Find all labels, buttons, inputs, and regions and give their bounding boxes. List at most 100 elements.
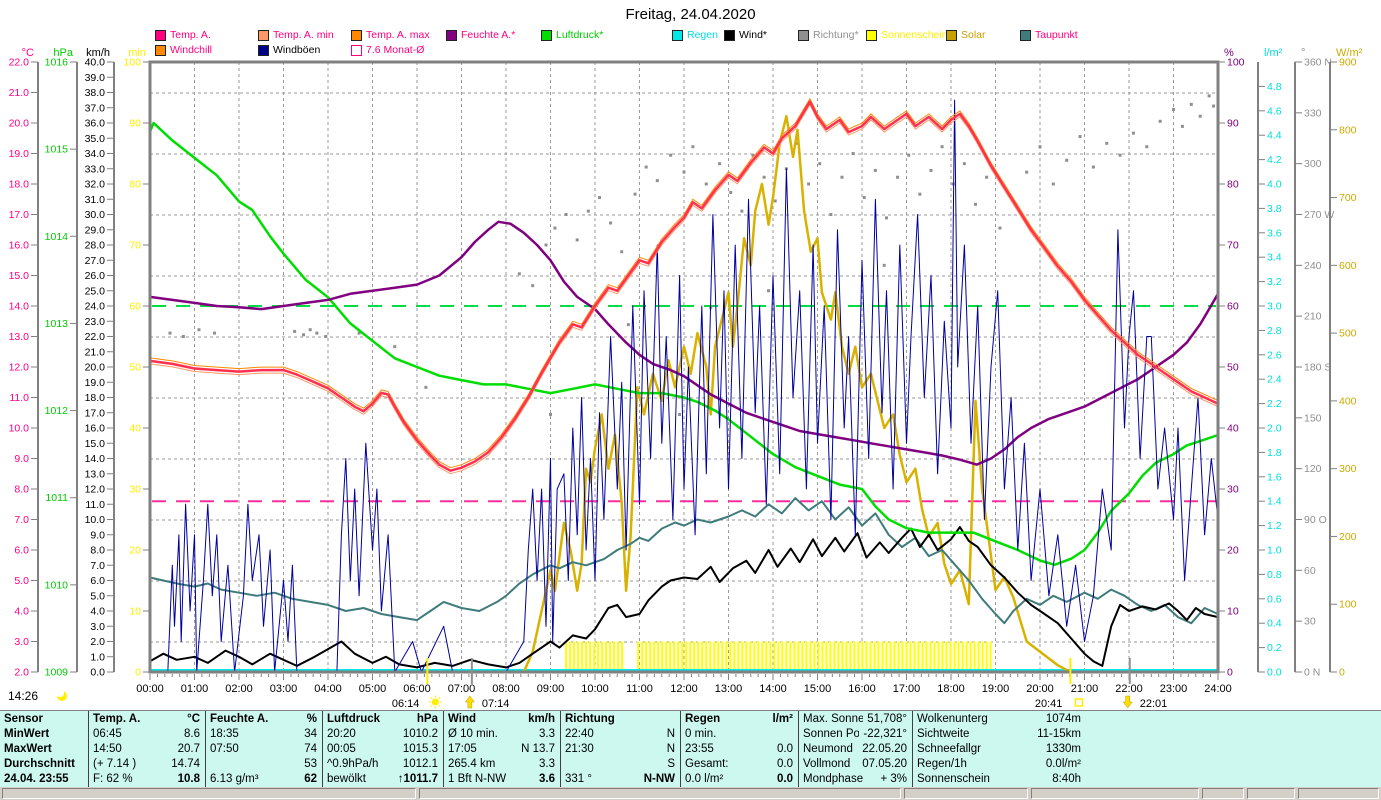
svg-text:2.8: 2.8: [1267, 325, 1282, 337]
legend-swatch-icon: [155, 44, 166, 56]
legend-item-temp-a-min: Temp. A. min: [258, 29, 334, 41]
cell-value: 3.3: [539, 758, 555, 771]
cell-label: Wolkenunterg: [917, 712, 988, 725]
series-luftdruck: [148, 121, 1219, 567]
square-icon: [1074, 698, 1084, 707]
cell-value: 3.3: [539, 727, 555, 740]
svg-text:23.0: 23.0: [85, 316, 106, 328]
series-wind: [149, 526, 1219, 669]
svg-text:3.6: 3.6: [1267, 227, 1282, 239]
svg-text:34.0: 34.0: [85, 148, 106, 160]
axis-unit-label: %: [1224, 47, 1234, 59]
svg-text:36.0: 36.0: [85, 118, 106, 130]
svg-text:4.0: 4.0: [90, 606, 105, 618]
svg-text:2.0: 2.0: [90, 636, 105, 648]
x-tick-label: 02:00: [225, 683, 253, 695]
table-cell: Max. Sonnen 51,708°: [798, 711, 912, 727]
svg-text:14.0: 14.0: [9, 301, 30, 313]
legend-swatch-icon: [351, 44, 362, 56]
axis-km-h: km/h 0.0 1.0 2.0 3.0 4.0 5.0 6.0 7.0 8.0 9.0 10.0 11…: [85, 47, 115, 679]
sunshine-bars: [565, 641, 992, 672]
row-label-text: Durchschnitt: [4, 758, 75, 771]
svg-text:25.0: 25.0: [85, 285, 106, 297]
legend-label: Windböen: [273, 44, 321, 56]
svg-text:60: 60: [1227, 301, 1239, 313]
cell-value: l/m²: [772, 712, 793, 725]
legend-label: Taupunkt: [1035, 29, 1078, 41]
arrow-down-icon: [1122, 695, 1133, 709]
legend-label: Solar: [961, 29, 986, 41]
svg-text:70: 70: [1227, 240, 1239, 252]
svg-text:1.0: 1.0: [90, 651, 105, 663]
series-solar: [522, 114, 1071, 674]
x-tick-label: 05:00: [359, 683, 387, 695]
table-cell: (+ 7.14 ) 14.74: [88, 756, 205, 772]
x-tick-label: 10:00: [581, 683, 609, 695]
svg-text:180 S: 180 S: [1304, 362, 1331, 374]
svg-text:30: 30: [1304, 616, 1316, 628]
svg-text:15.0: 15.0: [9, 270, 30, 282]
x-tick-label: 07:00: [448, 683, 476, 695]
svg-text:6.0: 6.0: [14, 545, 29, 557]
chart-legend: Temp. A. Temp. A. min Temp. A. max Feuchte …: [0, 0, 1381, 60]
sun-moon-markers: 06:14 07:14 20:41 22:01: [392, 658, 1167, 710]
svg-text:1016: 1016: [45, 57, 69, 69]
cell-value: 51,708°: [867, 712, 907, 725]
svg-text:4.0: 4.0: [14, 606, 29, 618]
cell-value: 53: [304, 758, 317, 771]
legend-swatch-icon: [541, 29, 552, 41]
x-tick-label: 06:00: [403, 683, 431, 695]
svg-text:1011: 1011: [45, 492, 68, 504]
table-cell: 22:40 N: [560, 726, 680, 742]
status-segment: [1247, 788, 1295, 799]
svg-text:90: 90: [1227, 118, 1239, 130]
svg-text:4.0: 4.0: [1267, 179, 1282, 191]
svg-text:13.0: 13.0: [85, 468, 106, 480]
table-cell: 0 min.: [680, 726, 798, 742]
cell-value: N 13.7: [521, 742, 555, 755]
svg-text:18.0: 18.0: [85, 392, 106, 404]
cell-label: Sonnen Pos: [803, 727, 860, 740]
svg-text:17.0: 17.0: [85, 407, 106, 419]
cell-label: Regen: [685, 712, 721, 725]
svg-text:120: 120: [1304, 463, 1322, 475]
series-windboeen: [150, 99, 1219, 673]
cell-label: 18:35: [210, 727, 239, 740]
svg-text:0.8: 0.8: [1267, 569, 1282, 581]
svg-text:900: 900: [1339, 57, 1357, 69]
x-axis: 00:00 01:00 02:00 03:00 04:00 05:00 06:00 07:00…: [136, 674, 1232, 695]
svg-text:4.4: 4.4: [1267, 130, 1282, 142]
x-tick-label: 09:00: [537, 683, 565, 695]
legend-swatch-icon: [351, 29, 362, 41]
row-label: MaxWert: [0, 741, 88, 756]
sun-icon: [428, 695, 442, 709]
svg-text:3.0: 3.0: [14, 636, 29, 648]
cell-label: Regen/1h: [917, 758, 967, 771]
svg-text:210: 210: [1304, 311, 1322, 323]
svg-text:10: 10: [129, 606, 141, 618]
cell-label: F: 62 %: [93, 773, 133, 786]
axis-hpa: hPa 1009 1010 1011 1012 1013 1014 1015 1016: [45, 47, 78, 679]
svg-text:11.0: 11.0: [85, 499, 105, 511]
x-tick-label: 17:00: [893, 683, 921, 695]
marker-time-07-14: 07:14: [482, 698, 510, 710]
svg-text:100: 100: [123, 57, 141, 69]
cell-label: 23:55: [685, 742, 714, 755]
cell-value: 1074m: [1045, 712, 1081, 725]
svg-text:8.0: 8.0: [14, 484, 29, 496]
x-tick-label: 18:00: [937, 683, 965, 695]
legend-label: Richtung*: [813, 29, 859, 41]
svg-text:3.2: 3.2: [1267, 276, 1282, 288]
cell-label: ^0.9hPa/h: [327, 758, 379, 771]
svg-text:2.0: 2.0: [14, 667, 29, 679]
svg-text:70: 70: [129, 240, 141, 252]
table-cell: S: [560, 756, 680, 772]
cell-value: 14.74: [171, 758, 200, 771]
table-cell: bewölkt ↑1011.7: [322, 771, 443, 787]
svg-text:14.0: 14.0: [85, 453, 106, 465]
cell-value: 1015.3: [402, 742, 438, 755]
svg-text:800: 800: [1339, 124, 1357, 136]
svg-text:5.0: 5.0: [90, 590, 105, 602]
svg-text:17.0: 17.0: [9, 209, 30, 221]
